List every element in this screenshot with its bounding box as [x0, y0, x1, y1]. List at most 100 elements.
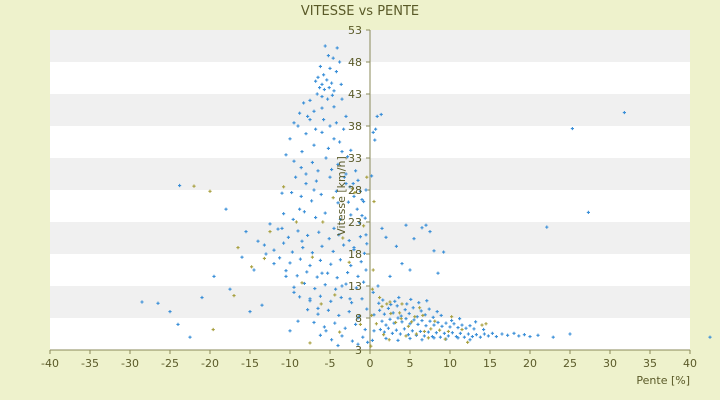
data-point-blue — [248, 310, 252, 314]
data-point-olive — [414, 332, 418, 336]
x-tick-label: 5 — [407, 357, 414, 370]
data-point-blue — [432, 249, 436, 253]
data-point-blue — [551, 335, 555, 339]
data-point-blue — [432, 323, 436, 327]
data-point-blue — [292, 121, 296, 125]
data-point-blue — [380, 226, 384, 230]
data-point-blue — [386, 326, 390, 330]
data-point-blue — [364, 233, 368, 237]
data-point-blue — [302, 281, 306, 286]
data-point-blue — [422, 334, 426, 338]
data-point-blue — [331, 56, 335, 60]
data-point-blue — [188, 335, 192, 339]
data-point-blue — [282, 241, 286, 245]
data-point-blue — [382, 312, 386, 316]
data-point-olive — [370, 313, 374, 318]
data-point-blue — [404, 317, 408, 321]
data-point-blue — [318, 258, 322, 262]
data-point-blue — [394, 328, 398, 332]
data-point-blue — [395, 304, 399, 308]
y-tick-label: 33 — [348, 152, 362, 165]
data-point-blue — [352, 247, 356, 252]
data-point-blue — [330, 81, 334, 85]
data-point-blue — [359, 260, 363, 264]
data-point-olive — [282, 185, 286, 189]
data-point-blue — [438, 335, 442, 339]
data-point-blue — [336, 343, 340, 348]
data-point-blue — [315, 275, 319, 279]
data-point-blue — [325, 78, 329, 82]
data-point-blue — [335, 276, 339, 280]
data-point-blue — [586, 210, 590, 214]
data-point-blue — [338, 140, 342, 144]
data-point-olive — [211, 327, 215, 332]
data-point-blue — [380, 319, 384, 323]
data-point-blue — [472, 327, 476, 331]
data-point-blue — [306, 233, 310, 238]
data-point-blue — [482, 327, 486, 332]
data-point-blue — [436, 320, 440, 325]
data-point-blue — [260, 303, 264, 307]
data-point-blue — [416, 322, 420, 326]
data-point-blue — [347, 310, 351, 314]
data-point-blue — [512, 331, 516, 335]
data-point-blue — [304, 182, 308, 186]
data-point-blue — [299, 166, 303, 170]
data-point-blue — [288, 137, 292, 141]
data-point-olive — [406, 324, 410, 328]
data-point-blue — [298, 257, 302, 261]
data-point-blue — [344, 114, 348, 118]
data-point-blue — [468, 324, 472, 328]
data-point-blue — [329, 299, 333, 303]
data-point-blue — [356, 274, 360, 278]
data-point-blue — [284, 269, 288, 273]
data-point-blue — [361, 335, 365, 339]
data-point-blue — [326, 271, 330, 275]
data-point-olive — [350, 187, 354, 191]
data-point-olive — [262, 256, 266, 261]
data-point-blue — [354, 169, 358, 173]
data-point-blue — [432, 336, 436, 340]
data-point-blue — [431, 315, 435, 319]
x-tick-label: 30 — [603, 357, 617, 370]
data-point-blue — [344, 282, 348, 286]
data-point-blue — [490, 331, 494, 335]
data-point-blue — [412, 237, 416, 241]
data-point-olive — [388, 300, 392, 304]
data-point-blue — [338, 258, 342, 262]
data-point-blue — [356, 342, 360, 346]
data-point-blue — [316, 312, 320, 316]
data-point-blue — [400, 262, 404, 266]
data-point-blue — [346, 200, 350, 204]
data-point-blue — [375, 114, 379, 118]
data-point-blue — [304, 172, 308, 176]
data-point-blue — [360, 297, 364, 301]
data-point-blue — [300, 150, 304, 154]
data-point-blue — [468, 338, 472, 342]
data-point-blue — [302, 210, 306, 214]
data-point-blue — [292, 159, 296, 163]
data-point-blue — [327, 86, 331, 90]
data-point-olive — [268, 230, 272, 234]
data-point-blue — [313, 286, 317, 291]
data-point-blue — [450, 318, 454, 323]
data-point-blue — [286, 235, 290, 239]
data-point-olive — [429, 327, 433, 331]
data-point-blue — [570, 126, 574, 131]
data-point-blue — [240, 255, 244, 259]
data-point-blue — [411, 306, 415, 310]
data-point-blue — [340, 150, 344, 154]
data-point-olive — [446, 329, 450, 334]
data-point-blue — [328, 175, 332, 179]
data-point-blue — [425, 299, 429, 303]
data-point-blue — [339, 82, 343, 86]
data-point-blue — [312, 188, 316, 192]
data-point-blue — [339, 295, 343, 300]
data-point-olive — [380, 304, 384, 309]
data-point-blue — [364, 268, 368, 272]
data-point-olive — [369, 344, 373, 348]
data-point-olive — [438, 328, 442, 332]
data-point-blue — [418, 329, 422, 334]
data-point-blue — [347, 238, 351, 243]
data-point-blue — [342, 127, 346, 131]
